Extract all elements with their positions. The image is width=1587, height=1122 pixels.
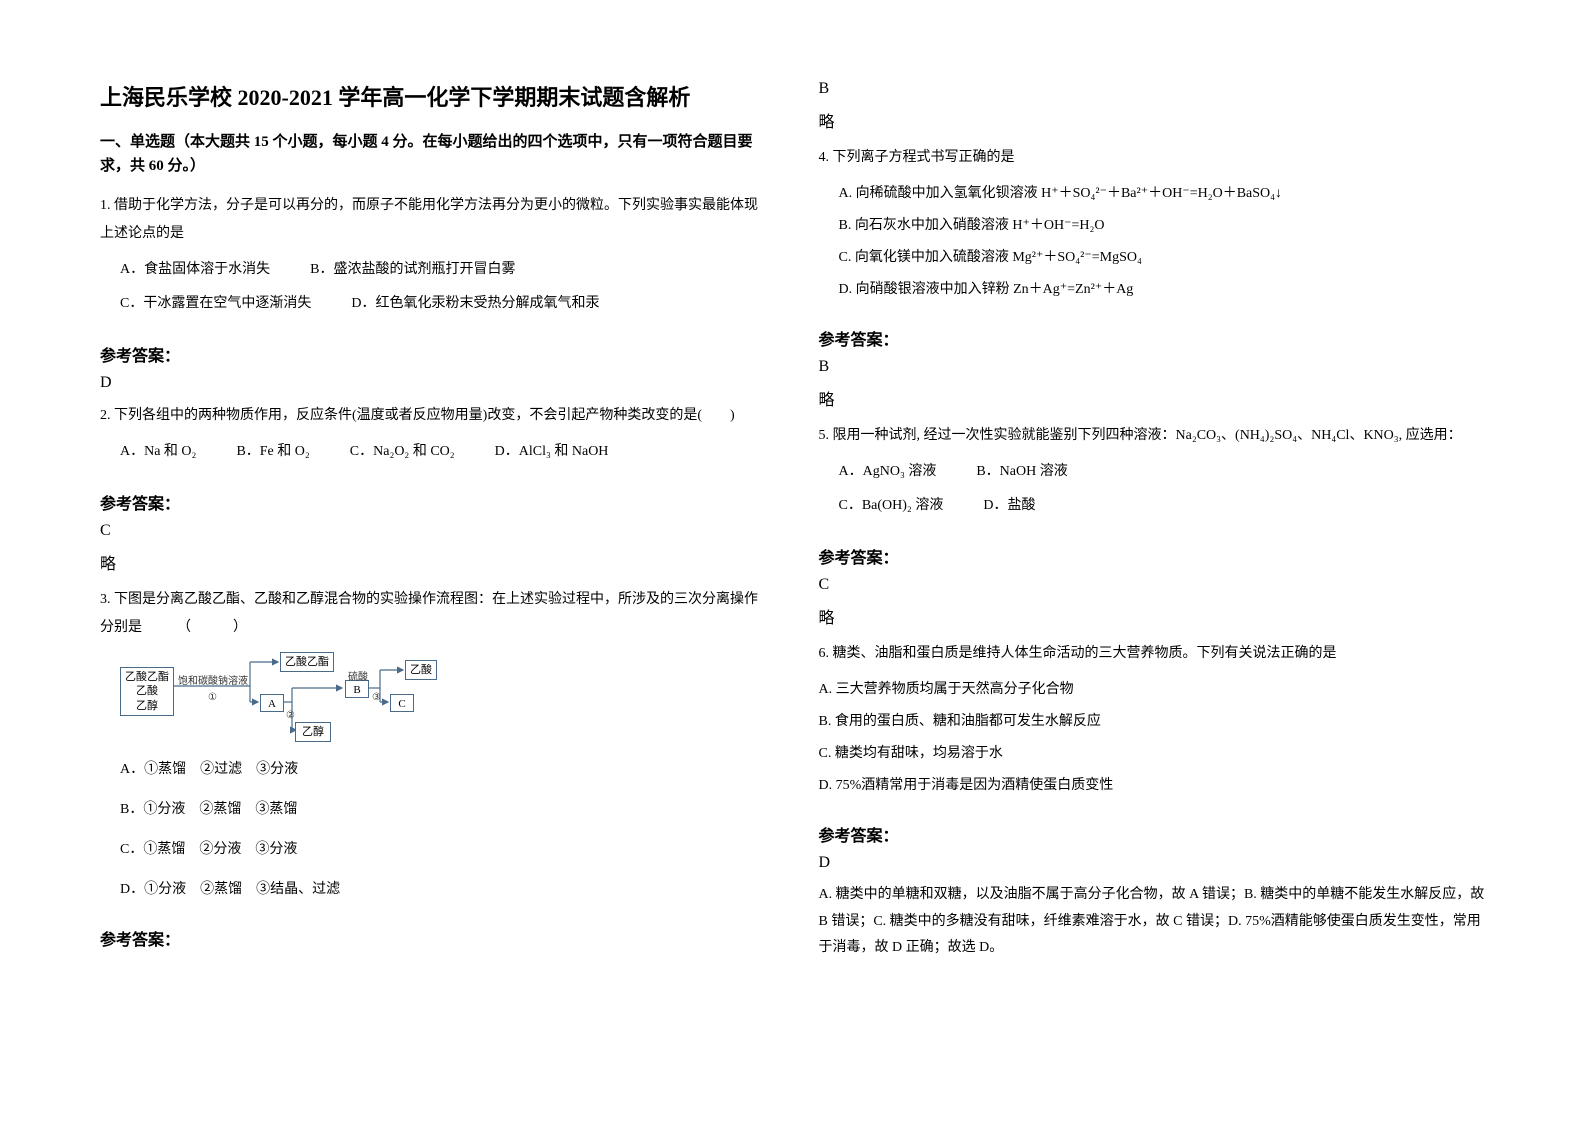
q1-optC: C．干冰露置在空气中逐渐消失	[120, 290, 311, 318]
question-5: 5. 限用一种试剂, 经过一次性实验就能鉴别下列四种溶液：Na₂CO₃、(NH₄…	[819, 422, 1488, 526]
q5-optD: D．盐酸	[983, 492, 1035, 520]
q6-answer: D	[819, 854, 1488, 872]
question-6: 6. 糖类、油脂和蛋白质是维持人体生命活动的三大营养物质。下列有关说法正确的是 …	[819, 640, 1488, 804]
q1-optA: A．食盐固体溶于水消失	[120, 256, 270, 284]
q6-optB: B. 食用的蛋白质、糖和油脂都可发生水解反应	[819, 708, 1488, 736]
q4-note: 略	[819, 386, 1488, 410]
exam-title: 上海民乐学校 2020-2021 学年高一化学下学期期末试题含解析	[100, 80, 769, 112]
q3-optC: C．①蒸馏 ②分液 ③分液	[120, 836, 769, 864]
q1-text: 1. 借助于化学方法，分子是可以再分的，而原子不能用化学方法再分为更小的微粒。下…	[100, 192, 769, 248]
q3-optA: A．①蒸馏 ②过滤 ③分液	[120, 756, 769, 784]
q3-diagram: 乙酸乙酯乙酸乙醇 饱和碳酸钠溶液 ① 乙酸乙酯 A ② B 硫酸 ③ C 乙酸 …	[120, 652, 440, 742]
q5-answer: C	[819, 576, 1488, 594]
q1-optB: B．盛浓盐酸的试剂瓶打开冒白雾	[310, 256, 515, 284]
q4-answer: B	[819, 358, 1488, 376]
q2-answer: C	[100, 522, 769, 540]
question-4: 4. 下列离子方程式书写正确的是 A. 向稀硫酸中加入氢氧化钡溶液 H⁺＋SO₄…	[819, 144, 1488, 308]
diagram-circ-2: ②	[286, 706, 295, 726]
q1-answer: D	[100, 374, 769, 392]
q3-answer: B	[819, 80, 1488, 98]
q5-optA: A．AgNO₃ 溶液	[839, 458, 937, 486]
diagram-box-left: 乙酸乙酯乙酸乙醇	[120, 667, 174, 716]
q5-note: 略	[819, 604, 1488, 628]
q5-text: 5. 限用一种试剂, 经过一次性实验就能鉴别下列四种溶液：Na₂CO₃、(NH₄…	[819, 422, 1488, 450]
diagram-label-2: 硫酸	[348, 668, 368, 688]
q4-optB: B. 向石灰水中加入硝酸溶液 H⁺＋OH⁻=H₂O	[839, 212, 1488, 240]
q3-text: 3. 下图是分离乙酸乙酯、乙酸和乙醇混合物的实验操作流程图：在上述实验过程中，所…	[100, 586, 769, 642]
q2-answer-label: 参考答案：	[100, 490, 769, 514]
q2-note: 略	[100, 550, 769, 574]
q1-answer-label: 参考答案：	[100, 342, 769, 366]
q1-optD: D．红色氧化汞粉末受热分解成氧气和汞	[351, 290, 599, 318]
diagram-box-midtop: 乙酸乙酯	[280, 652, 334, 672]
q3-note: 略	[819, 108, 1488, 132]
q2-optD: D．AlCl₃ 和 NaOH	[495, 438, 609, 466]
q2-optB: B．Fe 和 O₂	[236, 438, 309, 466]
diagram-box-a: A	[260, 694, 284, 712]
q6-optD: D. 75%酒精常用于消毒是因为酒精使蛋白质变性	[819, 772, 1488, 800]
q4-optC: C. 向氧化镁中加入硫酸溶液 Mg²⁺＋SO₄²⁻=MgSO₄	[839, 244, 1488, 272]
q2-optA: A．Na 和 O₂	[120, 438, 196, 466]
q6-answer-label: 参考答案：	[819, 822, 1488, 846]
diagram-box-c: C	[390, 694, 414, 712]
q6-text: 6. 糖类、油脂和蛋白质是维持人体生命活动的三大营养物质。下列有关说法正确的是	[819, 640, 1488, 668]
q5-answer-label: 参考答案：	[819, 544, 1488, 568]
q4-optA: A. 向稀硫酸中加入氢氧化钡溶液 H⁺＋SO₄²⁻＋Ba²⁺＋OH⁻=H₂O＋B…	[839, 180, 1488, 208]
section-header: 一、单选题（本大题共 15 个小题，每小题 4 分。在每小题给出的四个选项中，只…	[100, 130, 769, 178]
q6-explanation: A. 糖类中的单糖和双糖，以及油脂不属于高分子化合物，故 A 错误；B. 糖类中…	[819, 882, 1488, 962]
page: 上海民乐学校 2020-2021 学年高一化学下学期期末试题含解析 一、单选题（…	[100, 80, 1487, 1042]
question-1: 1. 借助于化学方法，分子是可以再分的，而原子不能用化学方法再分为更小的微粒。下…	[100, 192, 769, 324]
question-2: 2. 下列各组中的两种物质作用，反应条件(温度或者反应物用量)改变，不会引起产物…	[100, 402, 769, 472]
q4-optD: D. 向硝酸银溶液中加入锌粉 Zn＋Ag⁺=Zn²⁺＋Ag	[839, 276, 1488, 304]
diagram-circ-3: ③	[372, 688, 381, 708]
q5-optC: C．Ba(OH)₂ 溶液	[839, 492, 944, 520]
q6-optA: A. 三大营养物质均属于天然高分子化合物	[819, 676, 1488, 704]
q2-text: 2. 下列各组中的两种物质作用，反应条件(温度或者反应物用量)改变，不会引起产物…	[100, 402, 769, 430]
q3-optB: B．①分液 ②蒸馏 ③蒸馏	[120, 796, 769, 824]
diagram-box-bottom: 乙醇	[295, 722, 331, 742]
diagram-box-right: 乙酸	[405, 660, 437, 680]
q6-optC: C. 糖类均有甜味，均易溶于水	[819, 740, 1488, 768]
q3-answer-label: 参考答案：	[100, 926, 769, 950]
q3-optD: D．①分液 ②蒸馏 ③结晶、过滤	[120, 876, 769, 904]
q5-optB: B．NaOH 溶液	[976, 458, 1067, 486]
q2-optC: C．Na₂O₂ 和 CO₂	[350, 438, 455, 466]
left-column: 上海民乐学校 2020-2021 学年高一化学下学期期末试题含解析 一、单选题（…	[100, 80, 769, 1042]
diagram-circ-1: ①	[208, 688, 217, 708]
right-column: B 略 4. 下列离子方程式书写正确的是 A. 向稀硫酸中加入氢氧化钡溶液 H⁺…	[819, 80, 1488, 1042]
question-3: 3. 下图是分离乙酸乙酯、乙酸和乙醇混合物的实验操作流程图：在上述实验过程中，所…	[100, 586, 769, 908]
q4-answer-label: 参考答案：	[819, 326, 1488, 350]
q4-text: 4. 下列离子方程式书写正确的是	[819, 144, 1488, 172]
